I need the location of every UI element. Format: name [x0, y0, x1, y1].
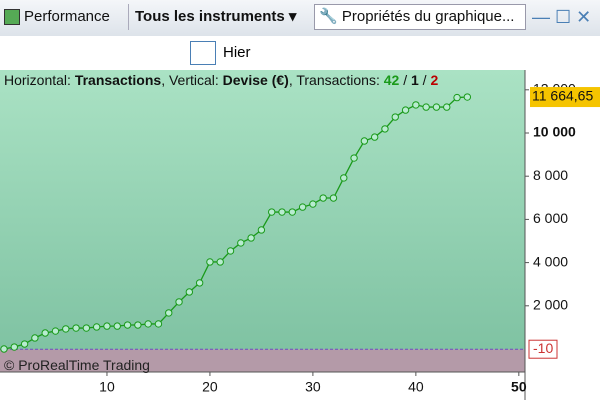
- trade-point: [309, 200, 317, 208]
- trade-point: [412, 101, 420, 109]
- trade-point: [41, 329, 49, 337]
- chart-header: Horizontal: Transactions, Vertical: Devi…: [4, 72, 438, 88]
- properties-button[interactable]: 🔧 Propriétés du graphique...: [314, 4, 526, 30]
- trade-point: [195, 279, 204, 287]
- trade-point: [453, 93, 461, 102]
- instruments-label: Tous les instruments: [135, 8, 285, 25]
- window-controls[interactable]: — ☐ ✕: [532, 7, 592, 27]
- y-tick-label: 2 000: [533, 296, 568, 312]
- trade-point: [401, 106, 410, 114]
- trade-point: [226, 247, 235, 255]
- trade-point: [350, 154, 358, 162]
- toolbar: Performance Tous les instruments ▾ 🔧 Pro…: [0, 0, 600, 37]
- wins: 42: [383, 72, 400, 88]
- trade-point: [144, 320, 152, 328]
- x-tick-label: 10: [99, 379, 115, 395]
- trade-point: [123, 321, 132, 329]
- trade-point: [82, 324, 91, 332]
- x-axis-area: [0, 372, 525, 400]
- y-tick-label: 10 000: [533, 124, 576, 140]
- h-label: Horizontal:: [4, 72, 75, 88]
- period-label[interactable]: Hier: [223, 44, 251, 61]
- last-value-label: 11 664,65: [532, 88, 593, 104]
- trade-point: [62, 325, 70, 333]
- trade-point: [298, 203, 307, 211]
- trade-point: [216, 258, 224, 266]
- trade-point: [340, 174, 348, 182]
- trade-point: [31, 334, 39, 342]
- trade-point: [329, 194, 338, 202]
- trade-point: [113, 322, 121, 330]
- trade-point: [0, 345, 8, 353]
- trade-point: [165, 309, 173, 317]
- trade-point: [247, 234, 255, 242]
- trade-point: [154, 320, 163, 328]
- trade-point: [370, 133, 379, 141]
- y-tick-label: 4 000: [533, 253, 568, 269]
- v-label: , Vertical:: [161, 72, 223, 88]
- t-label: , Transactions:: [288, 72, 384, 88]
- x-tick-label: 40: [408, 379, 424, 395]
- x-tick-label: 20: [202, 379, 218, 395]
- zero-value-box: [528, 339, 558, 359]
- trade-point: [319, 194, 327, 202]
- trade-point: [432, 103, 441, 111]
- trade-point: [134, 321, 142, 329]
- last-value-box: [530, 87, 600, 108]
- v-value: Devise (€): [222, 72, 289, 88]
- trade-point: [20, 340, 29, 348]
- trade-point: [51, 327, 60, 335]
- properties-label: Propriétés du graphique...: [341, 8, 515, 25]
- sep: /: [418, 72, 431, 88]
- period-row: Hier: [0, 36, 600, 70]
- trade-point: [278, 208, 286, 216]
- trade-point: [185, 288, 194, 296]
- trade-point: [206, 258, 214, 266]
- trade-point: [422, 103, 430, 111]
- trade-point: [257, 226, 266, 234]
- watermark: © ProRealTime Trading: [4, 357, 150, 373]
- equity-line: [3, 96, 468, 350]
- trade-point: [391, 113, 399, 121]
- trade-point: [92, 323, 101, 331]
- trade-point: [175, 298, 183, 306]
- y-tick-label: 6 000: [533, 210, 568, 226]
- trade-point: [463, 93, 472, 101]
- plot-area: [0, 70, 525, 372]
- h-value: Transactions: [74, 72, 162, 88]
- y-tick-label: 8 000: [533, 167, 568, 183]
- neutral: 1: [411, 72, 419, 88]
- trade-point: [443, 103, 451, 111]
- x-tick-label: 50: [511, 379, 527, 395]
- zero-value-label: -10: [533, 340, 553, 356]
- trade-point: [103, 322, 111, 330]
- performance-button[interactable]: Performance: [4, 4, 124, 30]
- trade-point: [72, 324, 80, 332]
- trade-point: [268, 208, 276, 216]
- sep: /: [399, 72, 411, 88]
- trade-point: [10, 343, 18, 351]
- calendar-icon[interactable]: [190, 41, 216, 65]
- instruments-dropdown[interactable]: Tous les instruments ▾: [128, 4, 317, 30]
- performance-label: Performance: [24, 8, 110, 25]
- trade-point: [381, 125, 389, 133]
- losses: 2: [430, 72, 439, 88]
- below-zero-area: [0, 349, 525, 372]
- trade-point: [237, 239, 245, 247]
- trade-point: [360, 137, 369, 145]
- x-tick-label: 30: [305, 379, 321, 395]
- trade-point: [288, 208, 297, 216]
